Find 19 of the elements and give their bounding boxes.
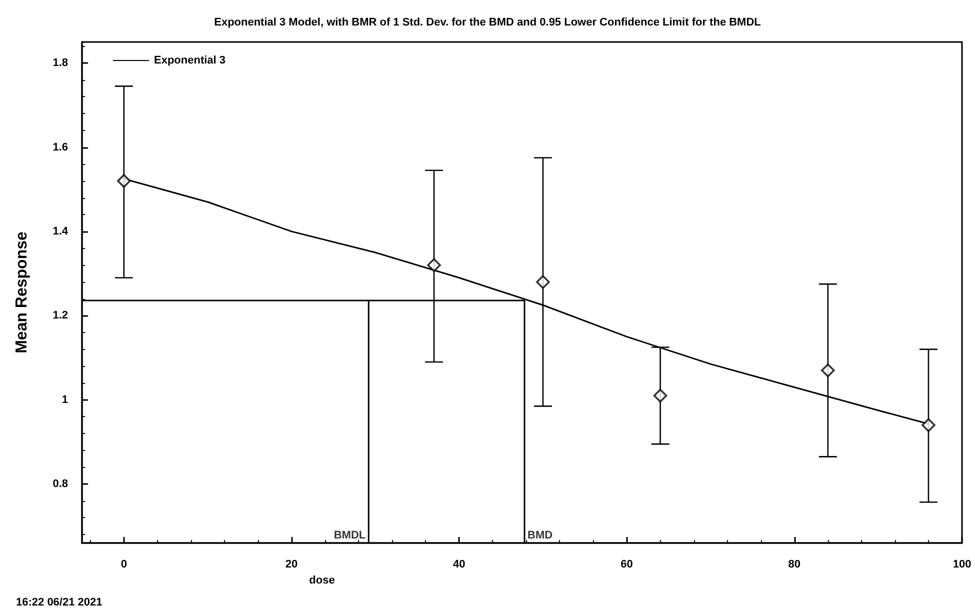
x-tick-label: 100 bbox=[952, 558, 972, 570]
legend-label: Exponential 3 bbox=[154, 54, 226, 66]
y-tick-label: 0.8 bbox=[52, 478, 68, 490]
text: 16:22 06/21 2021 bbox=[16, 596, 102, 608]
chart-title: Exponential 3 Model, with BMR of 1 Std. Dev. for the BMD and 0.95 Lower Confidence Limit for the BMDL bbox=[214, 16, 762, 28]
annotation: BMDL bbox=[334, 530, 366, 542]
x-tick-label: 0 bbox=[120, 558, 127, 570]
x-tick-label: 40 bbox=[453, 558, 466, 570]
x-tick-label: 60 bbox=[620, 558, 633, 570]
y-tick-label: 1 bbox=[62, 394, 68, 406]
y-tick-label: 1.4 bbox=[52, 225, 69, 238]
x-tick-label: 80 bbox=[788, 558, 801, 570]
y-tick-label: 1.8 bbox=[52, 57, 68, 70]
x-tick-label: 20 bbox=[285, 558, 298, 570]
y-tick-label: 1.6 bbox=[52, 141, 68, 154]
y-tick-label: 1.2 bbox=[52, 310, 68, 322]
annotation: BMD bbox=[528, 530, 553, 542]
y-axis-title: Mean Response bbox=[14, 231, 30, 354]
x-axis-title: dose bbox=[309, 574, 335, 586]
